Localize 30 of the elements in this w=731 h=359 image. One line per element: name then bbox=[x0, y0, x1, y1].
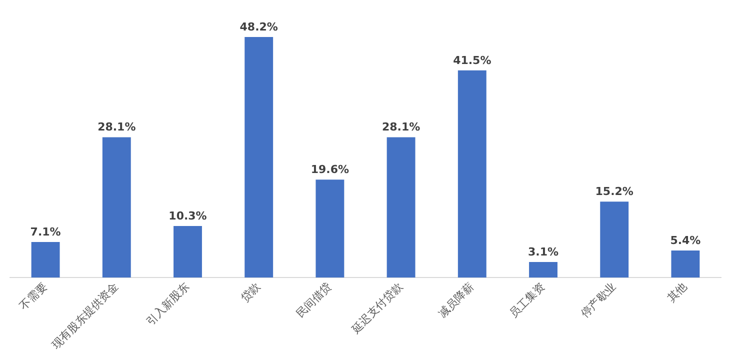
bar bbox=[102, 137, 131, 278]
bar bbox=[244, 36, 274, 278]
data-label: 28.1% bbox=[98, 120, 136, 134]
data-label: 10.3% bbox=[168, 209, 207, 222]
data-label: 5.4% bbox=[670, 234, 701, 247]
x-tick-label: 民间借贷 bbox=[294, 280, 334, 320]
x-tick-label: 减员降薪 bbox=[436, 280, 476, 320]
data-label: 48.2% bbox=[240, 20, 278, 34]
x-tick-label: 引入新股东 bbox=[144, 280, 192, 328]
bar bbox=[458, 70, 486, 278]
bar bbox=[529, 262, 558, 278]
bar bbox=[31, 242, 60, 278]
x-tick-label: 员工集资 bbox=[507, 280, 548, 320]
data-label: 7.1% bbox=[30, 225, 61, 238]
bar bbox=[316, 180, 344, 278]
x-tick-label: 不需要 bbox=[17, 280, 50, 313]
data-label: 41.5% bbox=[453, 54, 492, 67]
data-label: 28.1% bbox=[382, 120, 420, 134]
x-tick-label: 延迟支付贷款 bbox=[348, 280, 406, 337]
bar bbox=[600, 202, 629, 278]
bar bbox=[671, 250, 700, 278]
data-label: 3.1% bbox=[528, 245, 559, 258]
x-tick-label: 停产歇业 bbox=[578, 280, 618, 320]
bar bbox=[174, 226, 202, 278]
data-label: 19.6% bbox=[310, 163, 350, 176]
x-tick-label: 现有股东提供资金 bbox=[49, 280, 121, 352]
bar bbox=[386, 137, 416, 278]
x-tick-label: 贷款 bbox=[238, 280, 263, 305]
data-label: 15.2% bbox=[595, 184, 634, 198]
x-tick-label: 其他 bbox=[664, 280, 690, 305]
